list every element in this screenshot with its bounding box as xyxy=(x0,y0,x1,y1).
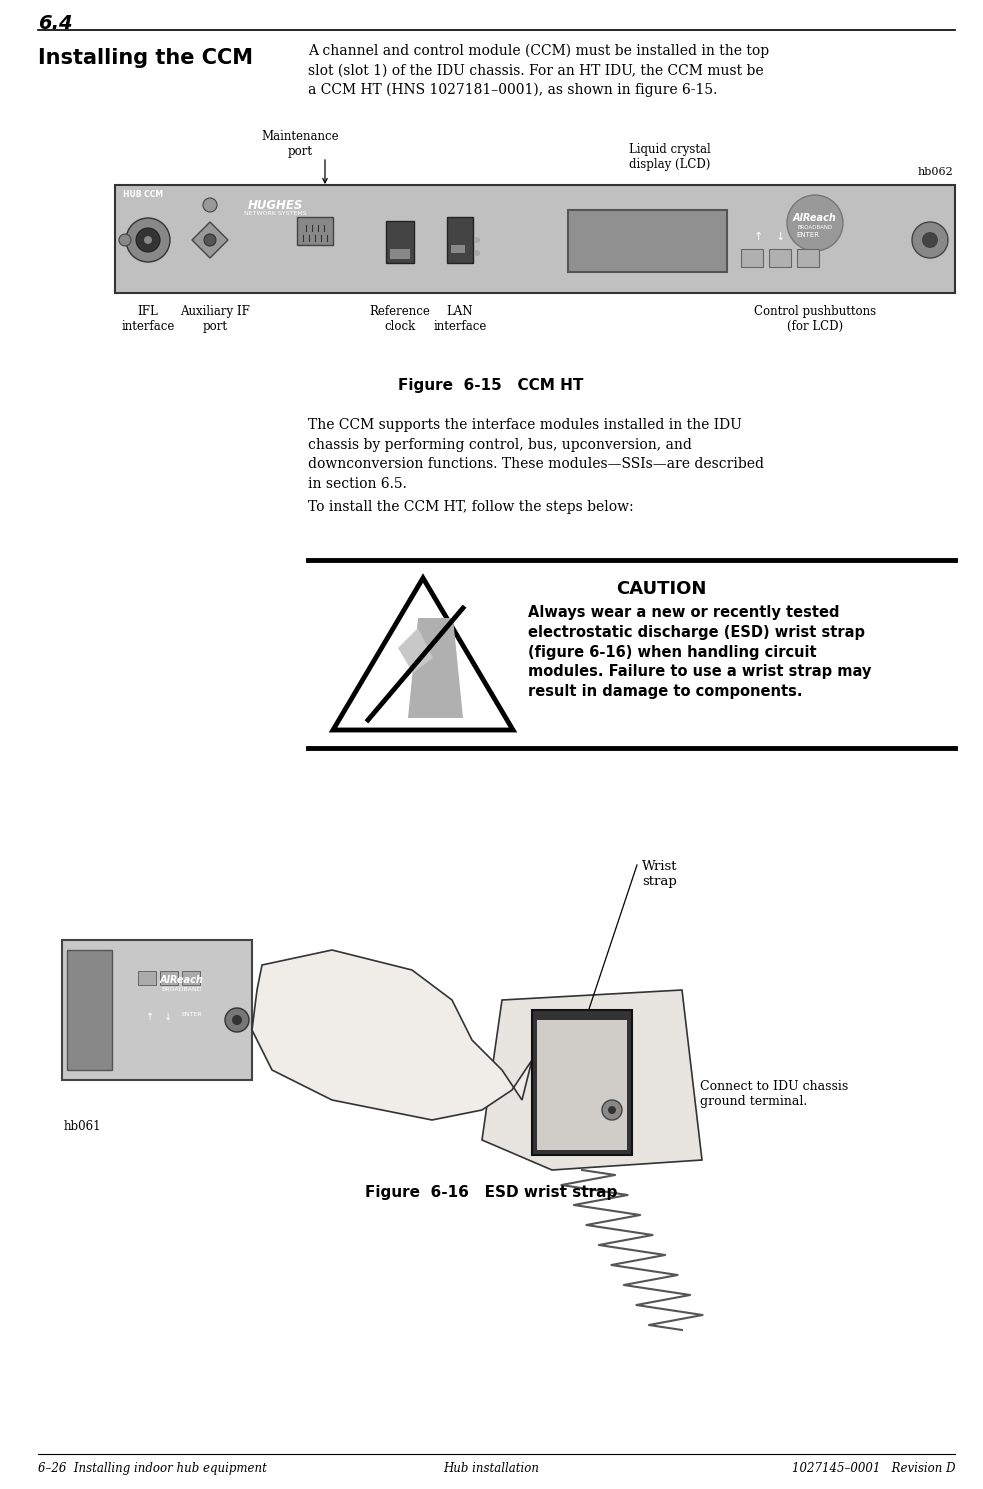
Text: HUGHES: HUGHES xyxy=(248,200,303,211)
Polygon shape xyxy=(482,990,702,1170)
Polygon shape xyxy=(192,222,228,258)
Text: Figure  6-16   ESD wrist strap: Figure 6-16 ESD wrist strap xyxy=(365,1185,617,1200)
Text: 1027145–0001   Revision D: 1027145–0001 Revision D xyxy=(791,1462,955,1476)
Text: Connect to IDU chassis
ground terminal.: Connect to IDU chassis ground terminal. xyxy=(700,1080,848,1108)
Text: Liquid crystal
display (LCD): Liquid crystal display (LCD) xyxy=(629,143,711,171)
FancyBboxPatch shape xyxy=(741,249,763,267)
Text: 6.4: 6.4 xyxy=(38,13,73,33)
Circle shape xyxy=(608,1106,616,1114)
Text: ENTER: ENTER xyxy=(182,1013,202,1017)
Text: ↑: ↑ xyxy=(145,1013,154,1021)
FancyBboxPatch shape xyxy=(568,210,727,272)
Polygon shape xyxy=(408,618,463,718)
Text: BROADBAND: BROADBAND xyxy=(797,225,833,229)
FancyBboxPatch shape xyxy=(386,220,414,264)
FancyBboxPatch shape xyxy=(160,971,178,986)
FancyBboxPatch shape xyxy=(451,246,465,253)
Circle shape xyxy=(922,232,938,249)
Text: ↓: ↓ xyxy=(776,232,784,243)
Circle shape xyxy=(126,217,170,262)
Text: Always wear a new or recently tested
electrostatic discharge (ESD) wrist strap
(: Always wear a new or recently tested ele… xyxy=(528,605,871,700)
FancyBboxPatch shape xyxy=(67,950,112,1071)
Text: NETWORK SYSTEMS: NETWORK SYSTEMS xyxy=(244,211,307,216)
Polygon shape xyxy=(398,628,433,673)
Text: CAUTION: CAUTION xyxy=(615,581,706,599)
Circle shape xyxy=(136,228,160,252)
Circle shape xyxy=(203,198,217,211)
FancyBboxPatch shape xyxy=(297,217,333,246)
Text: hb061: hb061 xyxy=(64,1120,101,1133)
Text: Control pushbuttons
(for LCD): Control pushbuttons (for LCD) xyxy=(754,305,876,334)
Text: AlReach: AlReach xyxy=(160,975,203,986)
Circle shape xyxy=(144,235,152,244)
Circle shape xyxy=(474,237,480,243)
FancyBboxPatch shape xyxy=(138,971,156,986)
Text: AlReach: AlReach xyxy=(793,213,837,223)
FancyBboxPatch shape xyxy=(532,1010,632,1155)
FancyBboxPatch shape xyxy=(115,185,955,293)
FancyBboxPatch shape xyxy=(182,971,200,986)
Text: A channel and control module (CCM) must be installed in the top
slot (slot 1) of: A channel and control module (CCM) must … xyxy=(308,45,769,97)
FancyBboxPatch shape xyxy=(769,249,791,267)
Text: Wrist
strap: Wrist strap xyxy=(642,861,677,887)
Text: Installing the CCM: Installing the CCM xyxy=(38,48,253,68)
Circle shape xyxy=(204,234,216,246)
Text: hb062: hb062 xyxy=(917,167,953,177)
Circle shape xyxy=(474,250,480,256)
FancyBboxPatch shape xyxy=(797,249,819,267)
Text: ↓: ↓ xyxy=(164,1013,172,1021)
Text: Maintenance
port: Maintenance port xyxy=(261,130,339,158)
Text: Hub installation: Hub installation xyxy=(443,1462,539,1476)
Circle shape xyxy=(787,195,843,252)
Text: To install the CCM HT, follow the steps below:: To install the CCM HT, follow the steps … xyxy=(308,500,634,514)
Text: HUB CCM: HUB CCM xyxy=(123,191,163,200)
Polygon shape xyxy=(252,950,532,1120)
Text: The CCM supports the interface modules installed in the IDU
chassis by performin: The CCM supports the interface modules i… xyxy=(308,418,764,490)
Text: BROADBAND: BROADBAND xyxy=(161,987,202,992)
Text: Reference
clock: Reference clock xyxy=(370,305,431,334)
Circle shape xyxy=(602,1100,622,1120)
FancyBboxPatch shape xyxy=(62,940,252,1080)
Text: IFL
interface: IFL interface xyxy=(121,305,175,334)
FancyBboxPatch shape xyxy=(390,249,410,259)
Circle shape xyxy=(225,1008,249,1032)
Text: 6–26  Installing indoor hub equipment: 6–26 Installing indoor hub equipment xyxy=(38,1462,266,1476)
Circle shape xyxy=(912,222,948,258)
Text: Figure  6-15   CCM HT: Figure 6-15 CCM HT xyxy=(398,378,584,393)
Polygon shape xyxy=(333,578,513,730)
FancyBboxPatch shape xyxy=(537,1020,627,1150)
Circle shape xyxy=(119,234,131,246)
Text: LAN
interface: LAN interface xyxy=(434,305,487,334)
Circle shape xyxy=(232,1015,242,1024)
Text: Auxiliary IF
port: Auxiliary IF port xyxy=(180,305,250,334)
FancyBboxPatch shape xyxy=(447,217,473,264)
Text: ENTER: ENTER xyxy=(796,232,820,238)
Text: ↑: ↑ xyxy=(753,232,763,243)
